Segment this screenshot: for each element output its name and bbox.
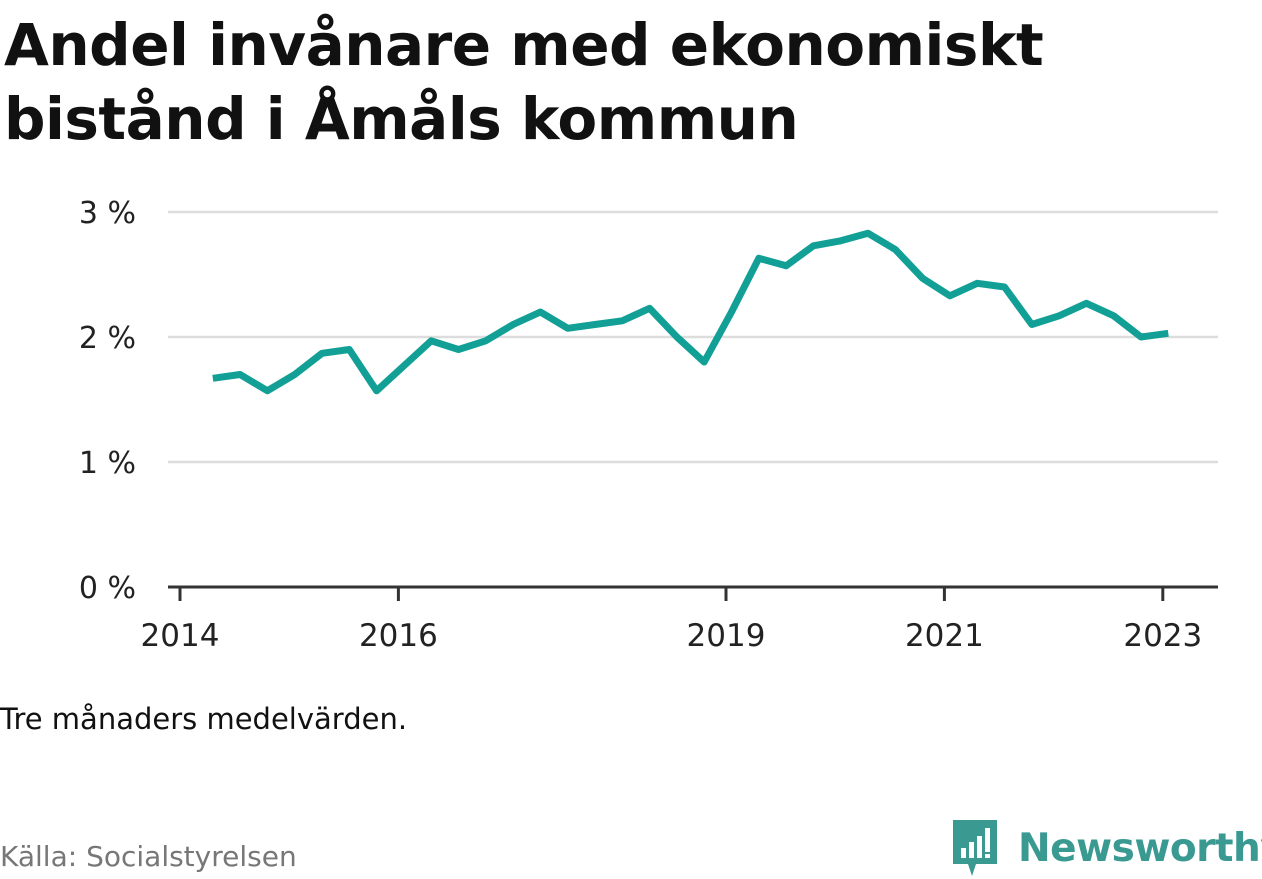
data-point-0-21: [786, 265, 787, 266]
data-point-0-34: [1140, 337, 1141, 338]
x-tick-label-2019: 2019: [687, 618, 766, 654]
data-point-0-30: [1031, 324, 1032, 325]
data-point-0-2: [267, 390, 268, 391]
x-tick-label-2021: 2021: [905, 618, 984, 654]
data-point-0-13: [567, 328, 568, 329]
x-axis: 2014 2016 2019 2021 2023: [141, 585, 1218, 654]
data-point-0-5: [349, 349, 350, 350]
x-tick-label-2016: 2016: [359, 618, 438, 654]
chart-title: Andel invånare med ekonomiskt bistånd i …: [4, 11, 1044, 153]
data-point-0-25: [895, 249, 896, 250]
data-point-0-19: [731, 312, 732, 313]
data-point-0-28: [977, 283, 978, 284]
data-point-0-6: [376, 390, 377, 391]
data-point-0-35: [1168, 333, 1169, 334]
brand-logo: Newsworthy: [950, 818, 1262, 878]
data-point-0-29: [1004, 287, 1005, 288]
data-point-0-16: [649, 308, 650, 309]
data-point-0-18: [704, 362, 705, 363]
brand-name: Newsworthy: [1018, 825, 1262, 871]
chart-note: Tre månaders medelvärden.: [0, 702, 408, 736]
data-point-0-22: [813, 245, 814, 246]
data-point-0-17: [676, 337, 677, 338]
data-point-0-27: [949, 295, 950, 296]
data-point-0-4: [321, 353, 322, 354]
data-point-0-7: [403, 365, 404, 366]
y-tick-label-1: 1 %: [79, 446, 136, 481]
data-point-0-12: [540, 312, 541, 313]
source-credit: Källa: Socialstyrelsen: [0, 840, 297, 873]
data-point-0-15: [622, 320, 623, 321]
data-point-0-10: [485, 340, 486, 341]
y-tick-label-3: 3 %: [79, 196, 136, 231]
newsworthy-chart-bubble-icon: [953, 820, 997, 876]
data-point-0-33: [1113, 315, 1114, 316]
data-point-0-11: [513, 324, 514, 325]
data-point-0-3: [294, 374, 295, 375]
data-point-0-23: [840, 240, 841, 241]
series-layer: [212, 229, 1169, 395]
data-point-0-31: [1059, 315, 1060, 316]
data-point-0-14: [594, 324, 595, 325]
series-line-0: [212, 229, 1169, 395]
data-point-0-8: [431, 340, 432, 341]
data-point-0-9: [458, 349, 459, 350]
y-axis-tick-labels: 0 % 1 % 2 % 3 %: [79, 196, 136, 606]
data-point-0-26: [922, 278, 923, 279]
data-point-0-0: [212, 378, 213, 379]
data-point-0-24: [867, 233, 868, 234]
data-point-0-20: [758, 258, 759, 259]
data-point-0-32: [1086, 303, 1087, 304]
y-tick-label-0: 0 %: [79, 571, 136, 606]
x-tick-label-2023: 2023: [1123, 618, 1202, 654]
data-point-0-1: [240, 374, 241, 375]
y-tick-label-2: 2 %: [79, 321, 136, 356]
x-tick-label-2014: 2014: [141, 618, 220, 654]
grid-lines: [168, 210, 1218, 464]
